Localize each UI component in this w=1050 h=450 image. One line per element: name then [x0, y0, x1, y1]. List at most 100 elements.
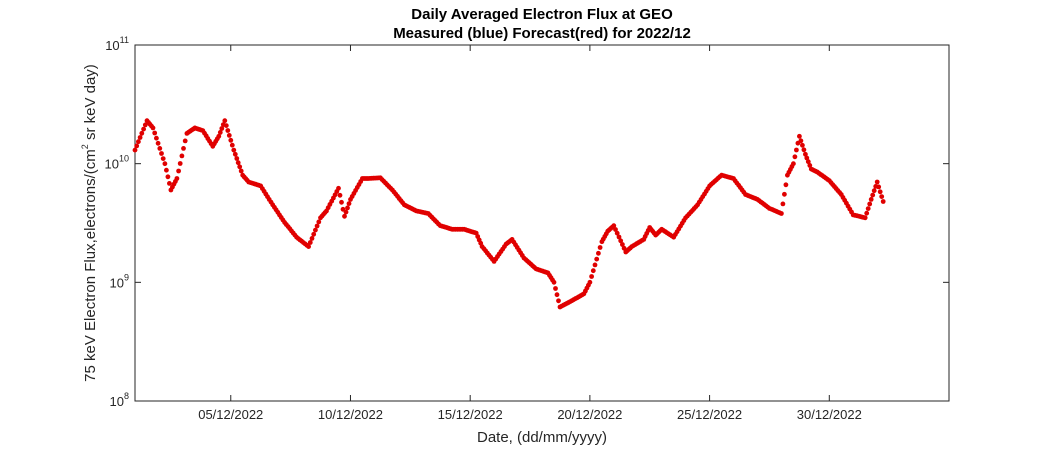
data-point	[879, 194, 885, 200]
x-axis-ticks: 05/12/2022 10/12/2022 15/12/2022 20/12/2022…	[198, 45, 862, 422]
data-point	[342, 213, 347, 219]
y-tick-label-exponent: 10	[119, 154, 129, 164]
data-point	[137, 135, 143, 140]
data-point	[783, 182, 789, 188]
data-point	[553, 286, 558, 291]
data-point	[176, 168, 182, 174]
data-point	[779, 211, 784, 216]
y-tick-label-base: 10	[105, 38, 119, 53]
data-point	[340, 206, 346, 212]
data-point	[807, 163, 813, 168]
chart-title: Daily Averaged Electron Flux at GEO	[411, 6, 673, 23]
data-point	[611, 223, 617, 229]
data-point	[589, 274, 594, 279]
y-axis-label-superscript: 2	[80, 144, 90, 149]
data-point	[587, 279, 593, 285]
data-point	[174, 176, 180, 181]
x-tick-label: 05/12/2022	[198, 407, 263, 422]
data-point	[219, 126, 225, 131]
data-point	[237, 164, 243, 170]
x-tick-label: 20/12/2022	[557, 407, 622, 422]
data-point	[801, 147, 807, 153]
data-point	[871, 188, 877, 194]
data-point	[800, 142, 805, 148]
y-tick-label-base: 10	[110, 394, 124, 409]
data-point	[597, 245, 603, 250]
data-point	[154, 135, 159, 141]
data-point	[309, 236, 315, 241]
y-tick-label-exponent: 8	[124, 391, 129, 401]
data-point	[160, 156, 166, 162]
data-point	[217, 130, 223, 135]
data-point	[181, 146, 186, 151]
data-point	[592, 262, 598, 268]
data-point	[316, 219, 322, 225]
data-point	[880, 199, 886, 204]
data-point	[867, 201, 873, 207]
data-point	[235, 160, 241, 166]
y-tick-label-base: 10	[110, 275, 124, 290]
data-point	[618, 238, 624, 244]
y-tick-label: 1011	[105, 35, 129, 53]
data-point	[159, 151, 164, 156]
data-point	[231, 147, 237, 153]
data-point	[805, 159, 811, 165]
data-point	[620, 242, 625, 247]
data-point	[865, 206, 871, 212]
flux-data-points	[132, 118, 886, 310]
y-tick-label-exponent: 11	[120, 35, 129, 45]
data-point	[222, 118, 228, 124]
data-point	[226, 133, 232, 138]
data-point	[225, 128, 231, 133]
y-axis-label-tail: sr keV day)	[82, 64, 99, 144]
y-tick-label: 1010	[105, 154, 129, 172]
data-point	[613, 227, 618, 232]
y-axis-label: 75 keV Electron Flux,electrons/(cm2 sr k…	[80, 64, 99, 382]
data-point	[179, 153, 185, 159]
data-point	[346, 201, 352, 207]
y-tick-label: 109	[110, 272, 129, 290]
data-point	[345, 205, 350, 211]
data-point	[155, 140, 161, 146]
y-tick-label: 108	[110, 391, 129, 409]
x-tick-label: 15/12/2022	[438, 407, 503, 422]
data-point	[232, 151, 238, 157]
data-point	[337, 192, 343, 198]
data-point	[794, 147, 799, 153]
x-tick-label: 30/12/2022	[797, 407, 862, 422]
data-point	[162, 161, 168, 167]
data-point	[164, 167, 169, 173]
data-point	[343, 209, 349, 215]
data-point	[157, 146, 163, 151]
data-point	[216, 133, 222, 139]
data-point	[877, 189, 883, 195]
data-point	[141, 126, 147, 132]
data-point	[616, 234, 622, 240]
data-point	[551, 279, 557, 285]
x-axis-label: Date, (dd/mm/yyyy)	[477, 429, 607, 446]
data-point	[876, 184, 882, 190]
data-point	[165, 174, 171, 180]
data-point	[238, 168, 244, 174]
data-point	[311, 231, 317, 237]
data-point	[862, 215, 868, 221]
data-point	[864, 210, 870, 216]
data-point	[134, 143, 140, 149]
data-point	[803, 151, 808, 157]
data-point	[167, 181, 172, 186]
data-point	[780, 201, 786, 207]
data-point	[307, 240, 313, 245]
chart-subtitle: Measured (blue) Forecast(red) for 2022/1…	[393, 25, 691, 42]
data-point	[132, 147, 138, 153]
data-point	[596, 250, 601, 256]
data-point	[136, 139, 141, 145]
data-point	[798, 138, 804, 144]
data-point	[339, 199, 344, 205]
data-point	[554, 292, 560, 298]
data-point	[782, 191, 787, 197]
data-point	[792, 154, 798, 160]
data-point	[177, 161, 183, 166]
data-point	[614, 230, 620, 236]
